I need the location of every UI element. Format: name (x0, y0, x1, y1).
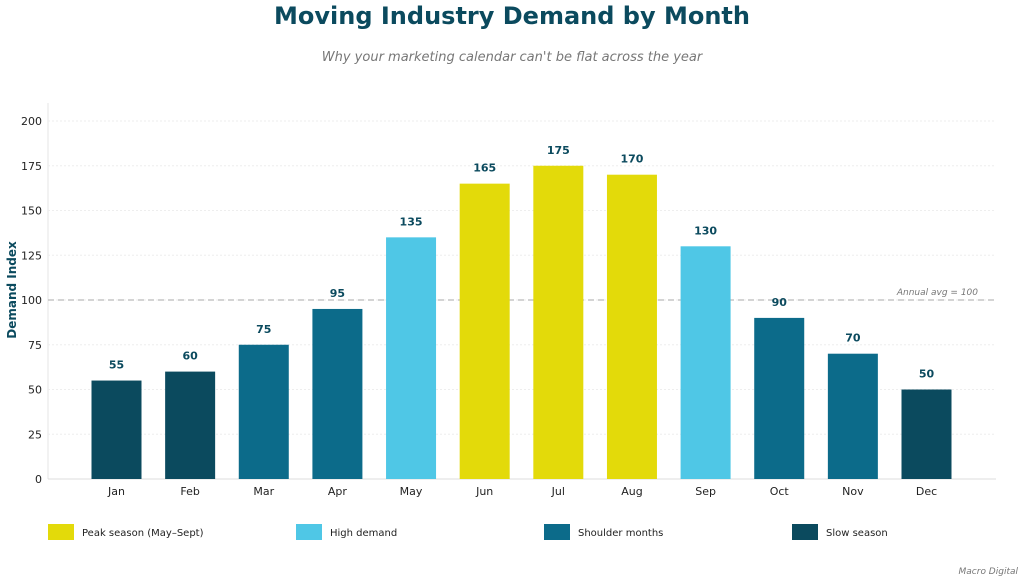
chart-subtitle: Why your marketing calendar can't be fla… (321, 50, 703, 65)
bar (312, 308, 363, 479)
bar-value-label: 75 (256, 323, 271, 336)
x-tick-label: Aug (621, 485, 642, 498)
bar (91, 380, 142, 479)
x-tick-label: Sep (695, 485, 716, 498)
bar (827, 353, 878, 479)
bar (238, 344, 289, 479)
bar-value-label: 135 (400, 215, 423, 228)
bar-value-label: 70 (845, 332, 861, 345)
bar-chart: 0 25 50 75 100 125 150 175 200 Demand Index Annual… (5, 103, 996, 498)
bar (165, 371, 216, 479)
legend-label: Slow season (826, 528, 888, 539)
y-tick-label: 25 (28, 428, 42, 441)
bar (386, 237, 437, 479)
y-tick-label: 200 (21, 115, 42, 128)
bar-value-label: 130 (694, 224, 717, 237)
bar-value-label: 90 (772, 296, 788, 309)
legend-label: Shoulder months (578, 528, 664, 539)
y-axis-label: Demand Index (5, 241, 19, 339)
bar (901, 389, 952, 479)
y-tick-label: 100 (21, 294, 42, 307)
bar-value-label: 60 (182, 350, 198, 363)
x-tick-label: Mar (253, 485, 274, 498)
source-credit: Macro Digital (958, 567, 1018, 577)
reference-line-label: Annual avg = 100 (896, 288, 978, 298)
y-tick-label: 50 (28, 384, 42, 397)
bar-value-label: 175 (547, 144, 570, 157)
x-tick-label: Jan (107, 485, 125, 498)
bar-value-label: 55 (109, 359, 124, 372)
x-tick-label: Apr (328, 485, 348, 498)
legend-swatch (792, 524, 818, 540)
y-tick-label: 150 (21, 205, 42, 218)
x-tick-label: Oct (770, 485, 790, 498)
bar (754, 317, 805, 479)
x-tick-label: May (400, 485, 423, 498)
x-tick-label: Nov (842, 485, 864, 498)
legend-label: High demand (330, 528, 398, 539)
legend-swatch (48, 524, 74, 540)
bar (606, 174, 657, 479)
bar (533, 165, 584, 479)
x-tick-label: Dec (916, 485, 937, 498)
legend-swatch (544, 524, 570, 540)
bar-value-label: 170 (620, 153, 643, 166)
bar-value-label: 165 (473, 162, 496, 175)
bar-value-label: 95 (330, 287, 345, 300)
y-tick-label: 125 (21, 249, 42, 262)
bar (680, 246, 731, 479)
x-tick-label: Jul (551, 485, 565, 498)
bar-value-label: 50 (919, 368, 935, 381)
legend-label: Peak season (May–Sept) (82, 528, 204, 539)
y-tick-label: 75 (28, 339, 42, 352)
y-tick-label: 0 (35, 473, 42, 486)
y-tick-label: 175 (21, 160, 42, 173)
legend-swatch (296, 524, 322, 540)
x-tick-label: Feb (180, 485, 199, 498)
chart-title: Moving Industry Demand by Month (274, 2, 750, 30)
bar (459, 183, 510, 479)
x-tick-label: Jun (475, 485, 493, 498)
